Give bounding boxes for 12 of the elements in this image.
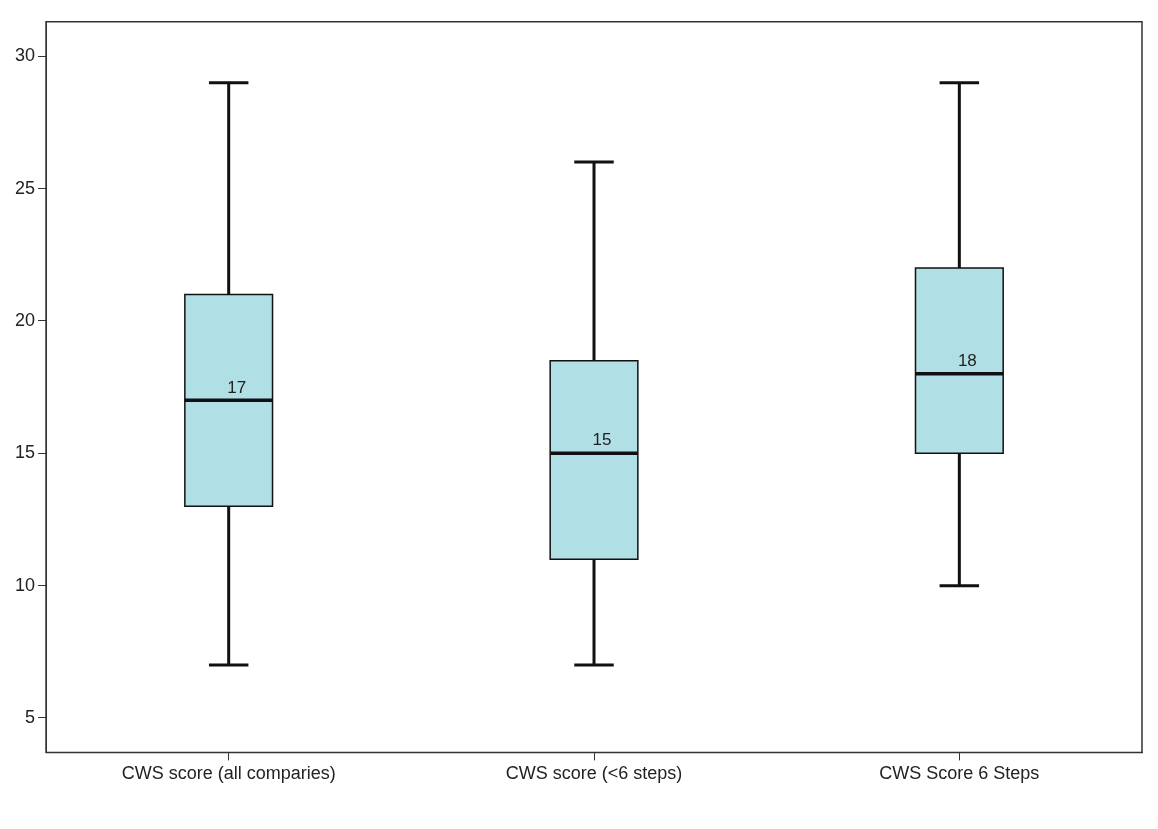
y-tick-label: 30: [14, 45, 36, 66]
annotation: 15: [592, 430, 612, 450]
y-tick-label: 20: [14, 309, 36, 330]
x-tick-label: CWS score (all comparies): [121, 763, 336, 784]
y-tick-label: 15: [14, 442, 36, 463]
x-tick-label: CWS Score 6 Steps: [879, 763, 1040, 784]
y-tick-label: 25: [14, 177, 36, 198]
y-tick-label: 5: [25, 706, 36, 727]
annotation: 17: [227, 377, 247, 397]
x-tick-label: CWS score (<6 steps): [505, 763, 683, 784]
y-tick-label: 10: [14, 574, 36, 595]
annotation: 18: [957, 351, 977, 371]
